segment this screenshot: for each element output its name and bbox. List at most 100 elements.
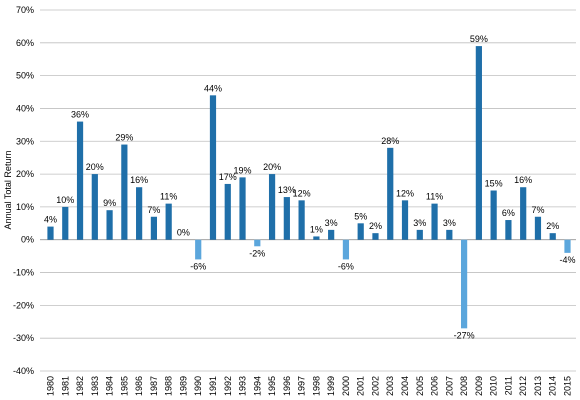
data-label-2011: 6%: [502, 208, 515, 218]
bar-2006: [431, 203, 438, 240]
data-label-1990: -6%: [190, 261, 206, 271]
x-tick-label: 1996: [282, 376, 292, 396]
x-tick-label: 2012: [518, 376, 528, 396]
bar-1990: [195, 239, 202, 260]
y-tick-label: -30%: [13, 333, 34, 343]
x-tick-label: 1997: [297, 376, 307, 396]
bar-1999: [328, 229, 335, 240]
x-tick-label: 1992: [223, 376, 233, 396]
y-tick-label: 60%: [16, 38, 34, 48]
x-tick-label: 2008: [459, 376, 469, 396]
gridlines: [40, 9, 576, 372]
data-label-1989: 0%: [177, 228, 190, 238]
data-label-2002: 2%: [369, 221, 382, 231]
bar-1995: [268, 174, 276, 240]
y-axis-tick-labels: 70% 60% 50% 40% 30% 20% 10% 0% -10% -20% -30% -40%: [13, 5, 34, 376]
bar-1982: [76, 121, 84, 240]
data-label-1999: 3%: [325, 218, 338, 228]
data-label-1997: 12%: [293, 188, 311, 198]
x-tick-label: 1994: [252, 376, 262, 396]
x-tick-label: 2004: [400, 376, 410, 396]
bar-1992: [224, 183, 231, 240]
data-label-2004: 12%: [396, 188, 414, 198]
x-tick-label: 1998: [311, 376, 321, 396]
x-tick-label: 2003: [385, 376, 395, 396]
bar-2001: [357, 223, 364, 240]
data-label-2012: 16%: [514, 175, 532, 185]
bar-2014: [549, 233, 556, 240]
data-label-1983: 20%: [86, 162, 104, 172]
data-label-1992: 17%: [219, 172, 237, 182]
x-tick-label: 1987: [149, 376, 159, 396]
bar-1981: [62, 206, 69, 240]
data-label-2000: -6%: [338, 261, 354, 271]
data-label-1985: 29%: [115, 133, 133, 143]
data-label-1998: 1%: [310, 224, 323, 234]
x-axis-tick-labels: 1980 1981 1982 1983 1984 1985 1986 1987 1988 1989…: [46, 376, 573, 396]
bar-1985: [121, 144, 128, 240]
x-tick-label: 2002: [370, 376, 380, 396]
bar-2000: [342, 239, 350, 260]
y-tick-label: -10%: [13, 268, 34, 278]
bar-2003: [387, 147, 394, 240]
data-label-2007: 3%: [443, 218, 456, 228]
data-label-1981: 10%: [56, 195, 74, 205]
y-tick-label: 20%: [16, 169, 34, 179]
y-tick-label: 70%: [16, 5, 34, 15]
bar-1988: [165, 203, 172, 240]
x-tick-label: 2014: [548, 376, 558, 396]
data-label-2008: -27%: [454, 330, 475, 340]
x-tick-label: 2005: [415, 376, 425, 396]
bar-1996: [283, 197, 290, 240]
data-label-1984: 9%: [103, 198, 116, 208]
x-tick-label: 1995: [267, 376, 277, 396]
x-tick-label: 2010: [489, 376, 499, 396]
bar-2007: [446, 229, 453, 240]
x-tick-label: 1982: [75, 376, 85, 396]
bar-2015: [564, 239, 571, 253]
data-label-1980: 4%: [44, 215, 57, 225]
data-label-1996: 13%: [278, 185, 296, 195]
data-label-2005: 3%: [413, 218, 426, 228]
bar-2004: [401, 200, 409, 240]
x-tick-label: 2000: [341, 376, 351, 396]
bar-2008: [461, 239, 468, 329]
data-label-2003: 28%: [381, 136, 399, 146]
data-label-2010: 15%: [485, 179, 503, 189]
bar-2005: [416, 229, 423, 240]
bars: [47, 46, 571, 329]
x-tick-label: 1989: [178, 376, 188, 396]
x-tick-label: 1981: [60, 376, 70, 396]
bar-2009: [475, 46, 482, 240]
y-tick-label: 30%: [16, 136, 34, 146]
x-tick-label: 1991: [208, 376, 218, 396]
x-tick-label: 1985: [119, 376, 129, 396]
x-tick-label: 1990: [193, 376, 203, 396]
bar-1987: [150, 216, 157, 240]
bar-1997: [298, 200, 305, 240]
bar-2010: [490, 190, 497, 240]
data-label-1987: 7%: [147, 205, 160, 215]
data-label-1986: 16%: [130, 175, 148, 185]
x-tick-label: 2007: [444, 376, 454, 396]
bar-2012: [520, 187, 527, 240]
x-tick-label: 1980: [46, 376, 56, 396]
data-label-1982: 36%: [71, 110, 89, 120]
bar-1984: [106, 210, 113, 240]
bar-1986: [136, 187, 143, 240]
x-tick-label: 1983: [90, 376, 100, 396]
x-tick-label: 1984: [105, 376, 115, 396]
y-axis-title: Annual Total Return: [3, 151, 13, 230]
x-tick-label: 2006: [430, 376, 440, 396]
x-tick-label: 2013: [533, 376, 543, 396]
x-tick-label: 2001: [356, 376, 366, 396]
y-tick-label: 40%: [16, 103, 34, 113]
bar-2002: [372, 233, 379, 240]
x-tick-label: 2015: [563, 376, 573, 396]
x-tick-label: 1986: [134, 376, 144, 396]
data-label-2013: 7%: [531, 205, 544, 215]
bar-1998: [313, 236, 320, 240]
bar-1983: [91, 174, 98, 240]
data-label-1993: 19%: [234, 165, 252, 175]
